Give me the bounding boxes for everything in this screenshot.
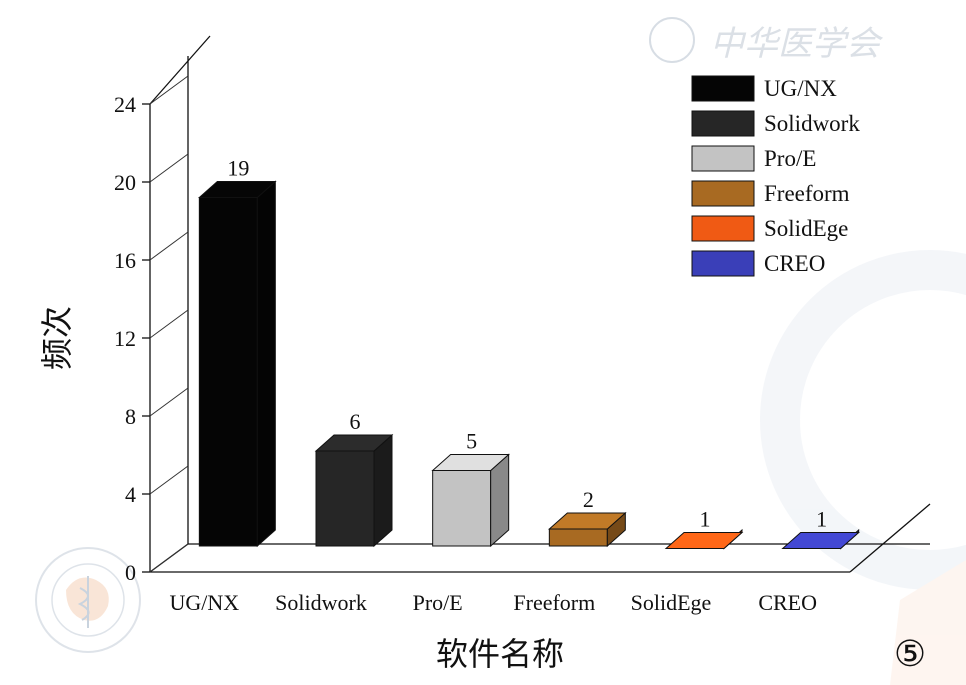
bar-value-label: 1	[700, 507, 711, 532]
bar-front	[198, 197, 258, 547]
right-floor-edge	[849, 503, 931, 573]
y-gridline-diagonal	[149, 543, 189, 573]
y-gridline-diagonal	[149, 387, 189, 417]
y-gridline-diagonal	[149, 309, 189, 339]
y-tick-label: 20	[114, 170, 136, 195]
bar-value-label: 5	[466, 429, 477, 454]
bar-top	[198, 181, 277, 198]
legend-label: Freeform	[764, 181, 850, 206]
x-tick-label: Freeform	[513, 590, 595, 615]
x-tick-label: UG/NX	[169, 590, 239, 615]
y-gridline-diagonal	[149, 231, 189, 261]
y-gridline-diagonal	[149, 465, 189, 495]
legend-label: Pro/E	[764, 146, 816, 171]
legend-label: CREO	[764, 251, 825, 276]
y-gridline-diagonal	[149, 153, 189, 183]
bar-top	[664, 532, 744, 549]
y-tick-label: 16	[114, 248, 136, 273]
bar-top	[314, 434, 394, 452]
bars	[198, 180, 860, 550]
labels: 19 UG/NX 6 Solidwork 5 Pro/E 2 Freeform 1 SolidEg…	[169, 156, 827, 616]
y-axis-title: 频次	[39, 306, 75, 370]
bar-top	[781, 532, 860, 549]
x-tick-label: Pro/E	[413, 590, 463, 615]
x-tick-label: Solidwork	[275, 590, 367, 615]
bar-value-label: 6	[350, 409, 361, 434]
watermark-text: 中华医学会	[710, 26, 884, 63]
legend-swatch	[691, 180, 755, 207]
x-tick-label: SolidEge	[631, 590, 712, 615]
bar-top	[548, 512, 627, 530]
y-tick-label: 4	[125, 482, 136, 507]
bar-value-label: 2	[583, 487, 594, 512]
x-tick-label: CREO	[758, 590, 817, 615]
bar-side	[256, 180, 276, 548]
bar-front	[548, 528, 608, 547]
bar-top	[431, 454, 510, 471]
top-diagonal	[149, 35, 211, 105]
legend: UG/NX Solidwork Pro/E Freeform SolidEge CREO	[691, 75, 860, 277]
legend-swatch	[691, 145, 755, 172]
bar-value-label: 19	[227, 156, 249, 181]
legend-swatch	[691, 215, 755, 242]
legend-swatch	[691, 250, 755, 277]
bar-front	[315, 450, 375, 547]
y-tick-label: 24	[114, 92, 136, 117]
legend-label: UG/NX	[764, 76, 837, 101]
legend-label: Solidwork	[764, 111, 860, 136]
legend-swatch	[691, 110, 755, 137]
y-gridline-diagonal	[149, 75, 189, 105]
legend-label: SolidEge	[764, 216, 848, 241]
watermark: 中华医学会	[649, 17, 966, 685]
bar-side	[373, 433, 393, 548]
y-tick-label: 8	[125, 404, 136, 429]
panel-label: ⑤	[894, 634, 926, 674]
legend-swatch	[691, 75, 755, 102]
x-axis-title: 软件名称	[436, 636, 564, 672]
bar-value-label: 1	[816, 507, 827, 532]
y-tick-label: 0	[125, 560, 136, 585]
seal-logo	[35, 547, 141, 653]
y-tick-label: 12	[114, 326, 136, 351]
bar-front	[432, 470, 492, 547]
